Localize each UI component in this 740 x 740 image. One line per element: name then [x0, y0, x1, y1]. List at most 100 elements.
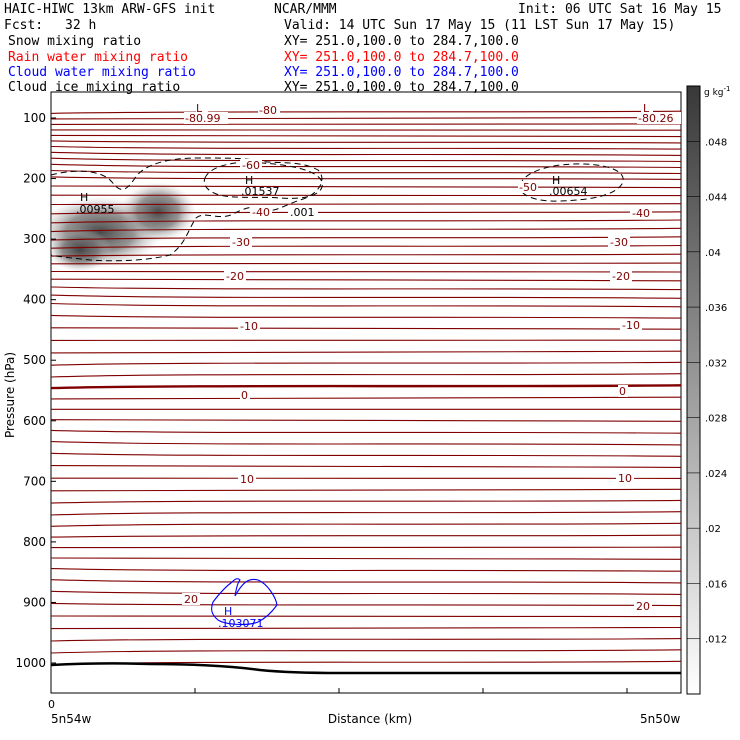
temperature-contour-line [51, 270, 681, 273]
field-name-rain: Rain water mixing ratio [8, 50, 189, 65]
temperature-contour-line [51, 429, 681, 434]
cloud-water-max: H .103071 [218, 605, 264, 630]
colorbar-tick-label: .036 [705, 303, 727, 314]
temp-label: -50 [519, 181, 537, 194]
y-tick-label: 700 [23, 474, 46, 488]
temperature-contour-line [51, 534, 681, 538]
temperature-contour-line [51, 286, 681, 291]
temp-label: 20 [184, 593, 198, 606]
temperature-contour-line [51, 511, 681, 516]
terrain-surface-line [51, 662, 681, 675]
temperature-contour-line [51, 361, 681, 366]
snow-max-marker: H [245, 174, 253, 187]
temperature-contour-line [51, 116, 681, 120]
temperature-contour-line [51, 140, 681, 144]
colorbar-tick-label: .02 [705, 524, 721, 535]
y-tick-label: 900 [23, 595, 46, 609]
temperature-contour-line [51, 590, 681, 595]
temperature-contour-line [51, 441, 681, 446]
snow-max-value: .00955 [76, 203, 115, 216]
temperature-contour-line [51, 384, 681, 390]
temperature-contour-line [51, 278, 681, 282]
temp-label: -40 [252, 206, 270, 219]
temp-label: -80.99 [185, 112, 220, 125]
y-tick-label: 500 [23, 353, 46, 367]
low-marker: L [643, 102, 650, 115]
colorbar-tick-label: .028 [705, 414, 727, 425]
colorbar-tick-label: .044 [705, 193, 727, 204]
y-tick-label: 600 [23, 414, 46, 428]
field-name-cloud-water: Cloud water mixing ratio [8, 65, 196, 80]
x-right-location: 5n50w [640, 712, 681, 726]
cloud-water-max-marker: H [224, 605, 232, 618]
colorbar-unit: g kg-1 [704, 85, 730, 98]
temperature-labels: L -80 -80.99 L -80.26 -60 -50 -40 -40 -3… [182, 101, 681, 613]
snow-max-marker: H [552, 174, 560, 187]
y-tick-label: 800 [23, 535, 46, 549]
init-time: Init: 06 UTC Sat 16 May 15 [518, 2, 722, 17]
plot-area [50, 91, 682, 694]
temperature-contour-line [51, 157, 681, 163]
y-tick-label: 1000 [15, 656, 46, 670]
temp-label: -60 [242, 159, 260, 172]
colorbar-tick-label: .016 [705, 579, 727, 590]
forecast-hour: 32 h [65, 18, 97, 33]
temperature-contour-line [51, 253, 681, 257]
temperature-contour-line [51, 649, 681, 654]
colorbar-unit-exponent: -1 [724, 85, 731, 93]
temperature-contour-line [51, 262, 681, 265]
temp-label: -80.26 [638, 112, 673, 125]
snow-shade-core [120, 182, 196, 242]
temperature-contour-line [51, 638, 681, 642]
temperature-contour-line [51, 134, 681, 138]
snow-contour [519, 163, 624, 202]
field-xy-rain: XY= 251.0,100.0 to 284.7,100.0 [284, 50, 519, 65]
temperature-contour-line [51, 110, 681, 114]
temp-label: 10 [240, 473, 254, 486]
temperature-contour-line [51, 602, 681, 607]
temp-label: -10 [622, 319, 640, 332]
temperature-contour-line [51, 123, 681, 125]
colorbar: g kg-1 .012 .016 .02 .024 .028 .032 .036 .04 .04… [686, 85, 730, 695]
cloud-water-max-value: .103071 [218, 617, 264, 630]
colorbar-tick-label: .012 [705, 635, 727, 646]
snow-contour-label: .001 [290, 206, 315, 219]
temperature-contour-line [51, 219, 681, 224]
temperature-contour-line [51, 294, 681, 299]
temperature-contour-line [51, 522, 681, 527]
temperature-contour-line [51, 499, 681, 504]
x-left-location: 5n54w [51, 712, 92, 726]
x-axis [50, 688, 628, 693]
temperature-contour-line [51, 314, 681, 319]
temperature-contour-line [51, 350, 681, 354]
temp-label: 10 [618, 472, 632, 485]
temp-label: -80 [259, 104, 277, 117]
temperature-contour-line [51, 203, 681, 206]
temperature-contour-line [51, 244, 681, 249]
temperature-contour-line [51, 626, 681, 630]
y-tick-label: 200 [23, 172, 46, 186]
valid-time: Valid: 14 UTC Sun 17 May 15 (11 LST Sun … [284, 18, 676, 33]
temp-label: 20 [636, 600, 650, 613]
field-name-snow: Snow mixing ratio [8, 34, 142, 49]
colorbar-ticks: .012 .016 .02 .024 .028 .032 .036 .04 .044 .048 [687, 137, 727, 646]
x-tick-label: 0 [48, 698, 55, 711]
forecast-label: Fcst: [4, 18, 44, 33]
temperature-contour-line [51, 302, 681, 308]
temperature-contour-line [51, 163, 681, 169]
plot-title: HAIC-HIWC 13km ARW-GFS init [4, 2, 216, 17]
y-tick-label: 400 [23, 293, 46, 307]
temperature-contour-line [51, 327, 681, 330]
temperature-contour-line [51, 465, 681, 468]
x-axis-label: Distance (km) [328, 712, 412, 726]
field-xy-cloud-ice: XY= 251.0,100.0 to 284.7,100.0 [284, 80, 519, 95]
field-name-cloud-ice: Cloud ice mixing ratio [8, 80, 181, 95]
field-xy-cloud-water: XY= 251.0,100.0 to 284.7,100.0 [284, 65, 519, 80]
temperature-contour-line [51, 579, 681, 584]
y-axis-label: Pressure (hPa) [3, 352, 17, 438]
snow-maxima: H .00955 H .01537 H .00654 .001 [76, 174, 588, 219]
snow-shading [51, 182, 196, 272]
temp-label: -40 [632, 207, 650, 220]
snow-shade-core [51, 228, 112, 272]
